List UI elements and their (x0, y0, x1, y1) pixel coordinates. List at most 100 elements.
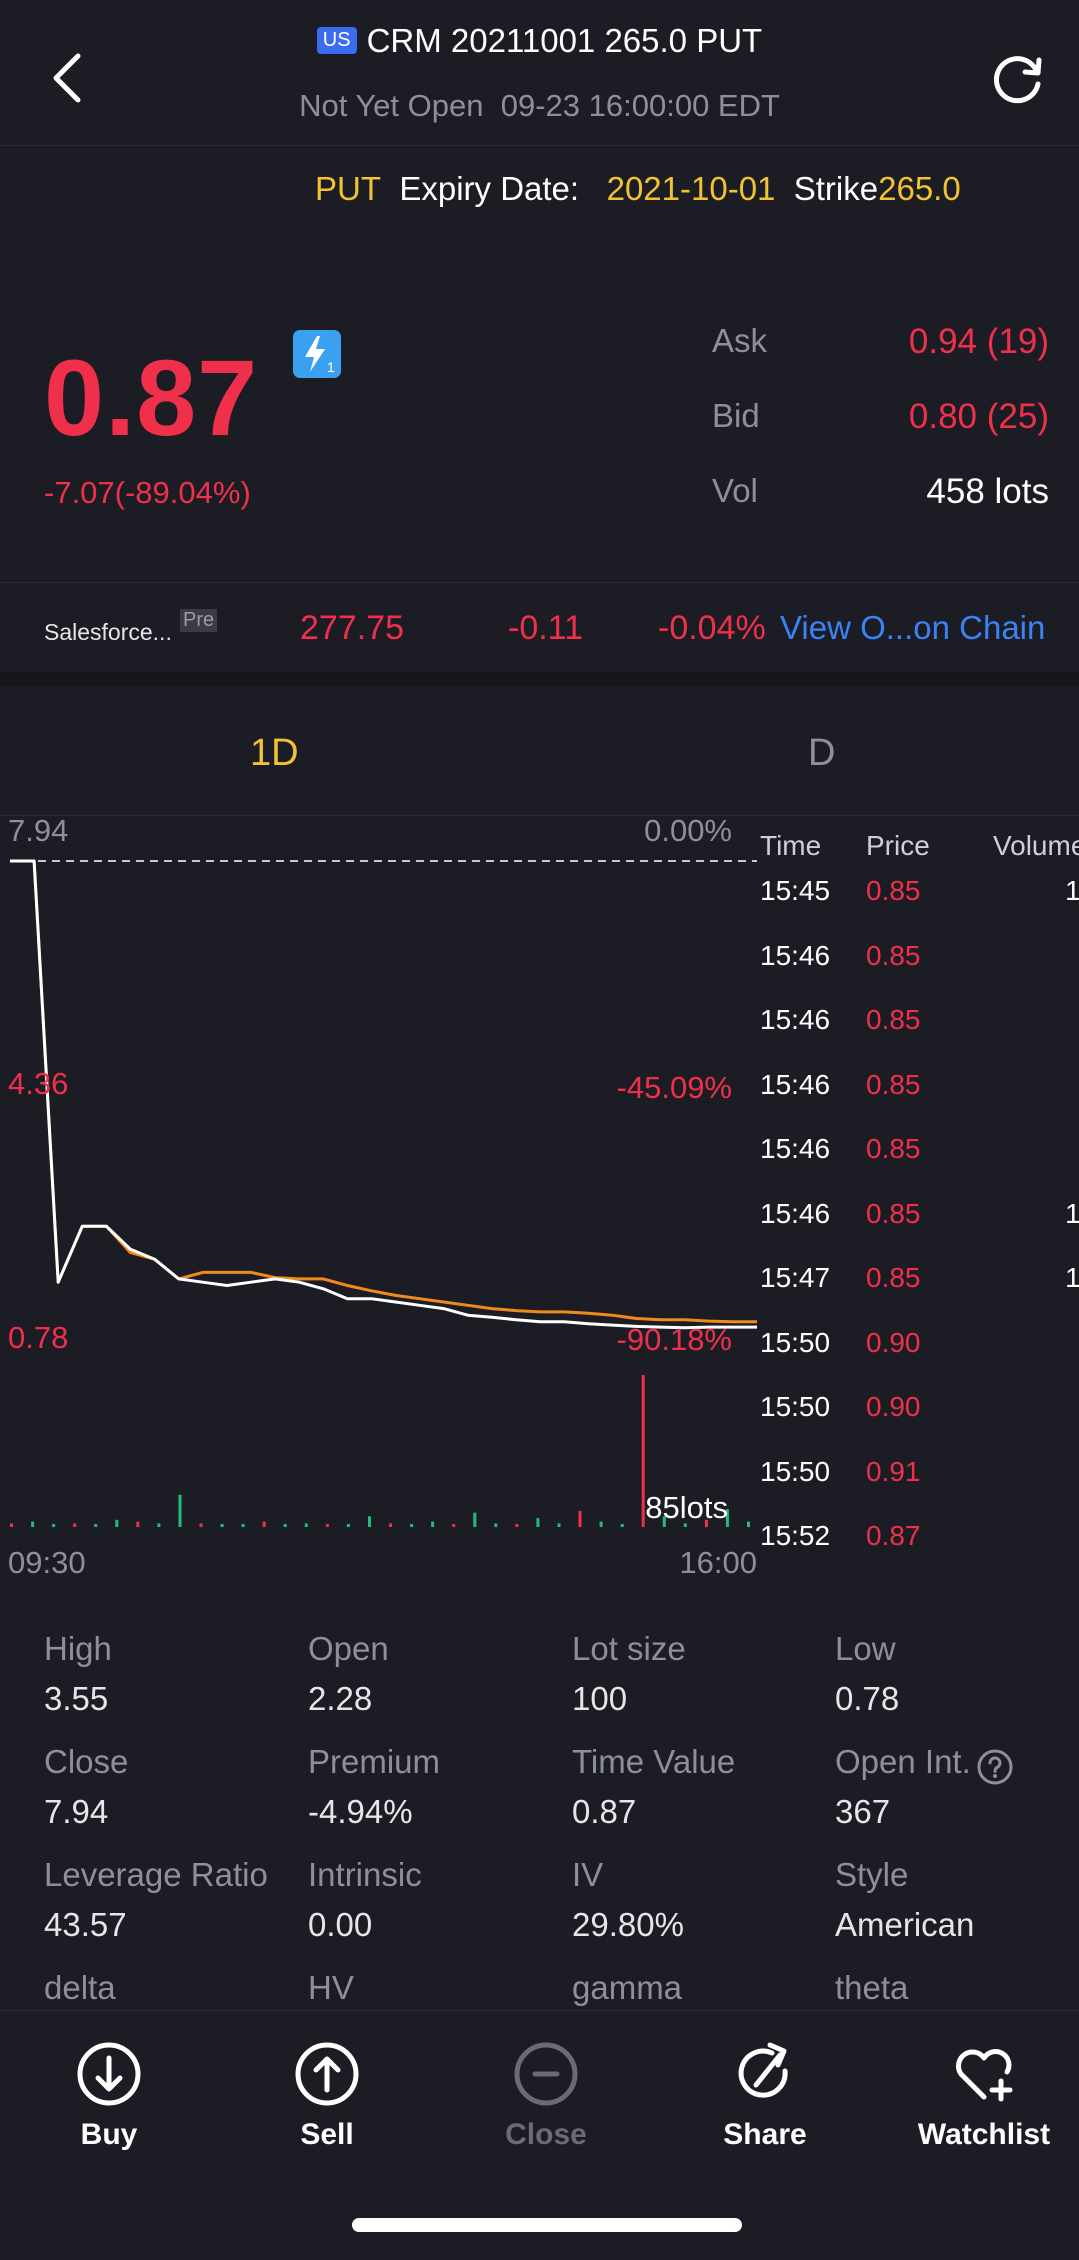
stat-value: 3.55 (44, 1680, 109, 1717)
sell-button[interactable]: Sell (247, 2041, 407, 2152)
volume-bar (557, 1523, 561, 1527)
option-stats-grid: High 3.55 Open 2.28 Lot size 100 Low 0.78 Close 7… (0, 1630, 1079, 2010)
lightning-badge-count: 1 (327, 359, 335, 375)
volume-bar (346, 1524, 350, 1527)
trade-list-header: Time Price Volume (758, 830, 1079, 870)
volume-bar (515, 1524, 519, 1527)
volume-bar (578, 1510, 582, 1527)
volume-bar (662, 1516, 666, 1527)
trade-price: 0.85 (866, 875, 921, 906)
lightning-badge-icon[interactable]: 1 (293, 330, 341, 378)
close-position-icon (514, 2042, 578, 2106)
stat-cell: gamma (572, 1969, 682, 2019)
stat-label: Intrinsic (308, 1856, 422, 1893)
trade-time: 15:46 (760, 1133, 831, 1164)
volume-bar (325, 1524, 329, 1527)
stat-cell: Style American (835, 1856, 974, 1944)
watchlist-button[interactable]: Watchlist (904, 2041, 1064, 2152)
volume-bar (620, 1524, 624, 1527)
trade-price: 0.85 (866, 939, 921, 971)
watchlist-heart-icon (956, 2049, 1013, 2102)
contract-info-row: PUT Expiry Date: 2021-10-01 Strike265.0 (315, 170, 961, 208)
volume-bar (94, 1524, 98, 1527)
volume-bar (431, 1521, 435, 1527)
volume-bar (10, 1523, 13, 1527)
refresh-icon[interactable] (990, 50, 1048, 108)
stat-value: American (835, 1906, 975, 1943)
underlying-row[interactable]: Salesforce... Pre 277.75 -0.11 -0.04% Vi… (0, 582, 1079, 674)
volume-bar (157, 1523, 161, 1527)
view-option-chain-link[interactable]: View O...on Chain (780, 609, 1046, 646)
market-status: Not Yet Open 09-23 16:00:00 EDT (0, 88, 1079, 124)
stat-value: 29.80% (572, 1906, 684, 1943)
trade-header-volume: Volume (993, 830, 1079, 861)
buy-icon (77, 2042, 141, 2106)
volume-bar (220, 1524, 224, 1527)
tab-1d[interactable]: 1D (250, 732, 299, 774)
volume-bar (262, 1521, 266, 1527)
open-interest-info-icon[interactable] (976, 1748, 1014, 1786)
volume-bar (641, 1375, 645, 1527)
page-title: US CRM 20211001 265.0 PUT (0, 22, 1079, 60)
volume-bar (452, 1524, 456, 1527)
trade-row: 15:50 0.91 (758, 1456, 1079, 1496)
stat-label: delta (44, 1969, 116, 2006)
sell-icon (295, 2042, 359, 2106)
volume-bar (536, 1518, 540, 1527)
stat-cell: IV 29.80% (572, 1856, 684, 1944)
stat-label: Premium (308, 1743, 441, 1780)
market-badge: US (316, 27, 357, 54)
bid-value: 0.80 (25) (908, 397, 1049, 436)
stat-cell: Open Int. 367 (835, 1743, 971, 1831)
back-arrow-icon[interactable] (44, 48, 94, 108)
stat-cell: Close 7.94 (44, 1743, 128, 1831)
trade-time: 15:52 (760, 1520, 831, 1551)
trade-time: 15:46 (760, 939, 831, 971)
stat-value: -4.94% (308, 1793, 413, 1830)
volume-bar (389, 1523, 392, 1527)
stat-value: 0.87 (572, 1793, 637, 1830)
chart-x-end: 16:00 (679, 1545, 757, 1580)
stat-label: Style (835, 1856, 909, 1893)
volume-bar (494, 1523, 498, 1527)
stat-label: HV (308, 1969, 354, 2006)
underlying-change: -0.11 (508, 609, 583, 647)
trade-header-time: Time (760, 830, 822, 861)
stat-cell: delta (44, 1969, 116, 2019)
volume-bar (747, 1521, 750, 1527)
tab-daily[interactable]: D (808, 732, 836, 774)
volume-bar (115, 1519, 119, 1527)
volume-bar (283, 1524, 287, 1527)
stat-cell: Intrinsic 0.00 (308, 1856, 422, 1944)
trade-row: 15:46 0.85 (758, 1133, 1079, 1173)
stat-value: 43.57 (44, 1906, 127, 1943)
strike-label: Strike (793, 170, 879, 207)
volume-bar (136, 1521, 140, 1527)
trade-volume: 1 (1065, 1197, 1079, 1229)
stat-cell: theta (835, 1969, 908, 2019)
volume-bar (304, 1523, 308, 1527)
stat-cell: Low 0.78 (835, 1630, 899, 1718)
volume-bar (199, 1523, 203, 1527)
chart-y-bottom-pct: -90.18% (617, 1322, 732, 1357)
underlying-price: 277.75 (300, 609, 404, 647)
trade-row: 15:45 0.85 1 (758, 875, 1079, 915)
chart-x-start: 09:30 (8, 1545, 86, 1580)
close-position-button[interactable]: Close (466, 2041, 626, 2152)
trade-row: 15:46 0.85 1 (758, 1198, 1079, 1238)
expiry-label: Expiry Date: (399, 170, 580, 207)
trade-time: 15:45 (760, 875, 831, 906)
stat-label: Open (308, 1630, 389, 1667)
chart-volume-label: 85lots (645, 1490, 728, 1525)
watchlist-label: Watchlist (917, 2118, 1051, 2151)
market-datetime: 09-23 16:00:00 EDT (500, 88, 780, 123)
trade-price: 0.85 (866, 1133, 921, 1164)
share-button[interactable]: Share (685, 2041, 845, 2152)
price-chart[interactable]: 7.94 0.00% 4.36 -45.09% 0.78 -90.18% 85l… (0, 815, 760, 1585)
stat-cell: Premium -4.94% (308, 1743, 440, 1831)
buy-button[interactable]: Buy (29, 2041, 189, 2152)
volume-bar (473, 1512, 477, 1527)
stat-value: 7.94 (44, 1793, 109, 1830)
tab-divider (0, 815, 1079, 816)
ask-label: Ask (712, 322, 768, 359)
